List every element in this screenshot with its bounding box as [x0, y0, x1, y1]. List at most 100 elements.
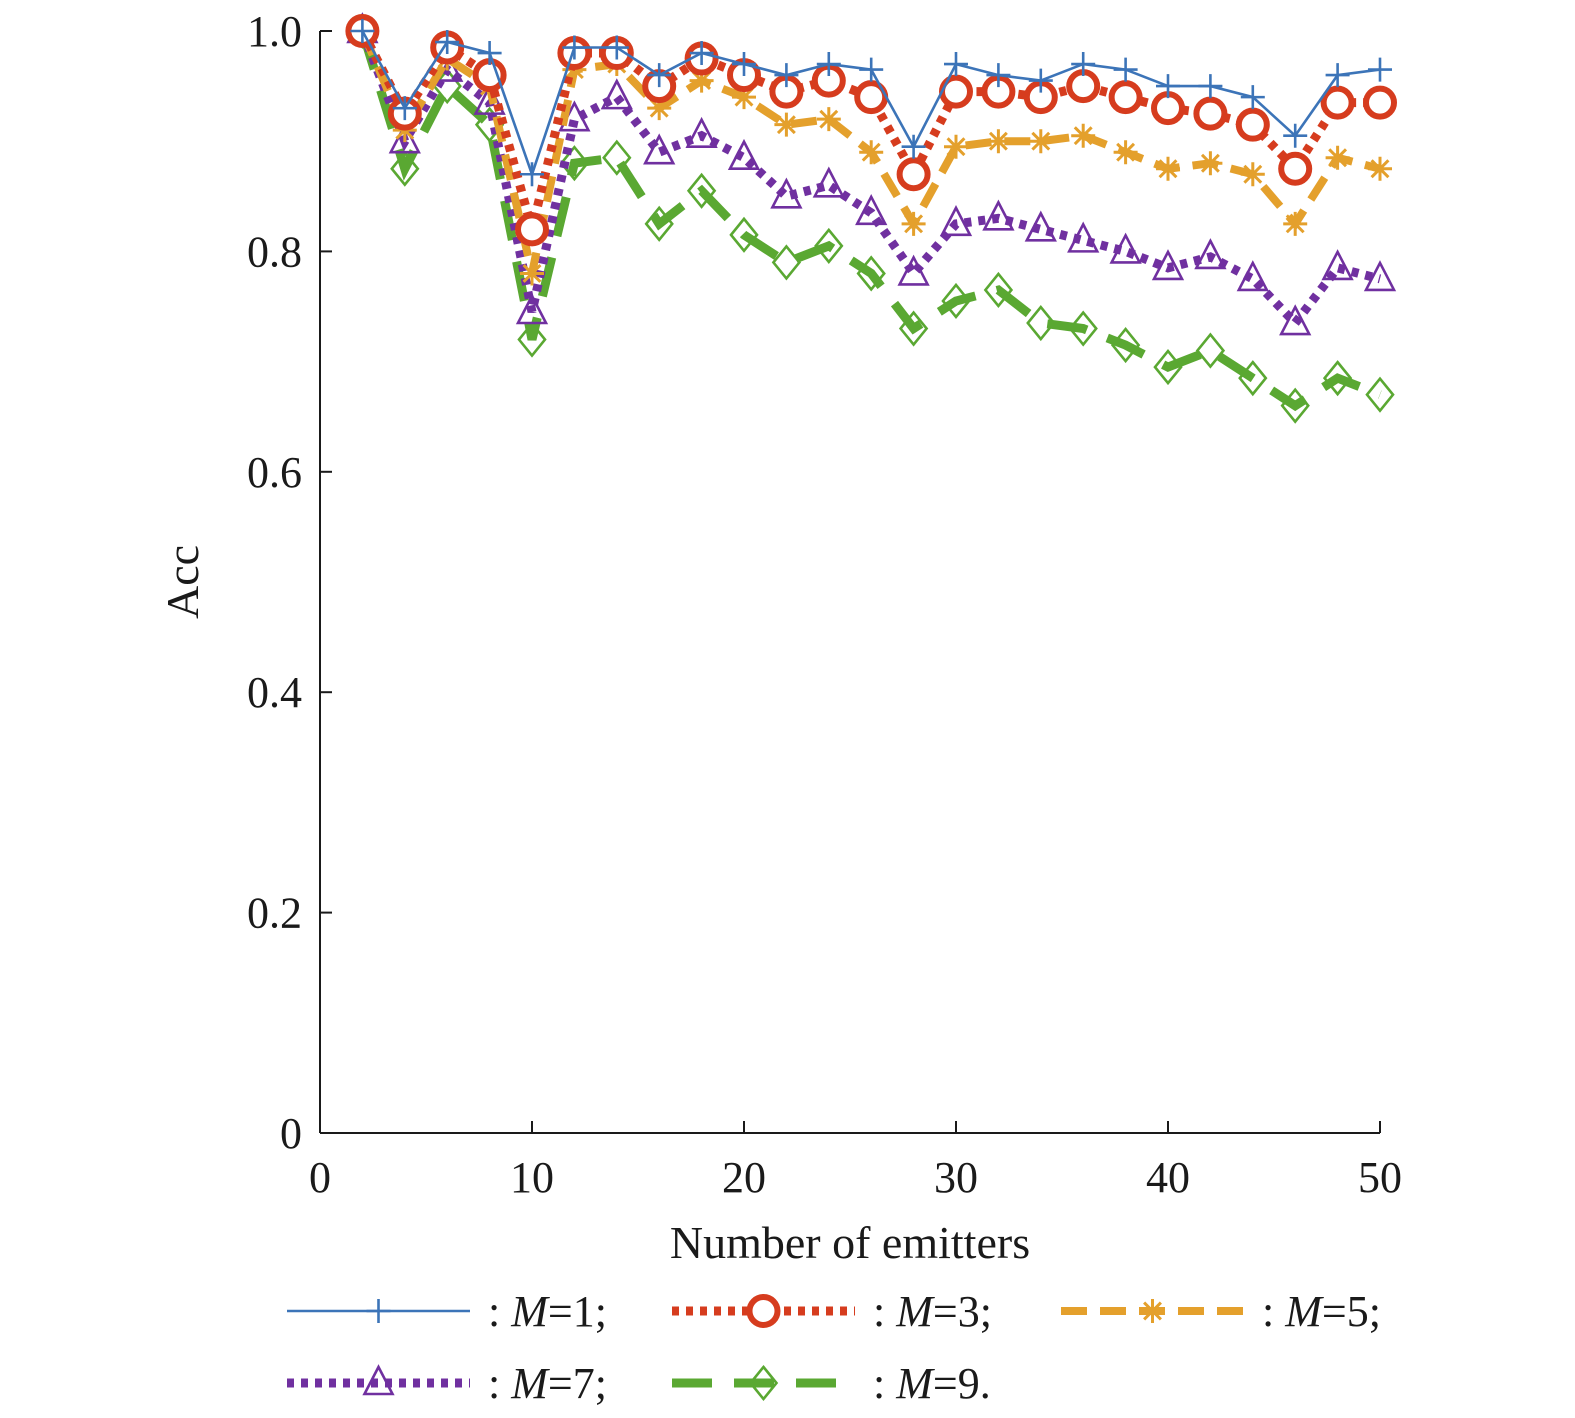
data-point	[859, 57, 884, 82]
x-tick-label: 10	[510, 1153, 554, 1202]
data-point	[602, 139, 632, 176]
data-point	[435, 30, 460, 55]
legend-marker	[362, 1364, 395, 1396]
legend-label: : M=5;	[1262, 1287, 1381, 1336]
data-point	[812, 166, 845, 198]
data-point	[643, 133, 676, 165]
data-point	[1320, 85, 1355, 120]
data-point	[644, 205, 674, 242]
data-point	[1198, 151, 1223, 176]
data-point	[771, 244, 802, 281]
legend-item-m-1: : M=1;	[287, 1287, 607, 1336]
data-point	[1325, 145, 1350, 170]
data-point	[1363, 85, 1397, 120]
data-point	[1194, 238, 1227, 270]
data-point	[1071, 52, 1096, 77]
data-point	[986, 63, 1011, 88]
data-point	[1283, 211, 1308, 236]
data-point	[1151, 249, 1185, 281]
data-point	[1278, 151, 1313, 186]
legend-label: : M=9.	[873, 1359, 991, 1408]
data-point	[1108, 80, 1143, 115]
data-point	[856, 255, 886, 292]
data-point	[1236, 260, 1269, 292]
data-point	[1280, 387, 1310, 424]
y-tick-label: 1.0	[247, 7, 302, 56]
x-tick-label: 40	[1146, 1153, 1190, 1202]
data-point	[855, 194, 888, 226]
data-point	[392, 96, 417, 121]
data-point	[515, 293, 549, 325]
data-point	[604, 35, 629, 60]
legend-label: : M=3;	[873, 1287, 992, 1336]
data-point	[729, 216, 759, 253]
legend-label: : M=1;	[488, 1287, 607, 1336]
data-point	[1193, 96, 1228, 131]
data-point	[1153, 349, 1183, 386]
x-tick-label: 0	[309, 1153, 331, 1202]
y-tick-label: 0.2	[247, 889, 302, 938]
data-point	[941, 282, 971, 320]
data-point	[774, 63, 799, 88]
data-point	[1113, 57, 1138, 82]
legend-item-m-7: : M=7;	[287, 1359, 607, 1408]
series-line	[358, 29, 1382, 412]
x-tick-label: 50	[1358, 1153, 1402, 1202]
data-point	[1240, 162, 1265, 187]
data-point	[1235, 107, 1270, 142]
legend-marker	[1140, 1299, 1165, 1323]
legend-item-m-3: : M=3;	[672, 1287, 992, 1336]
data-point	[1198, 74, 1223, 99]
data-point	[477, 41, 502, 66]
data-point	[898, 310, 929, 347]
data-point	[562, 35, 587, 60]
data-point	[520, 162, 544, 187]
data-point	[1368, 156, 1392, 181]
data-point	[1322, 360, 1353, 397]
y-tick-label: 0.8	[247, 227, 302, 276]
data-point	[732, 85, 756, 110]
data-point	[901, 211, 926, 236]
data-point	[770, 177, 803, 209]
data-point	[944, 52, 968, 77]
data-point	[732, 52, 756, 77]
data-point	[686, 172, 717, 209]
data-point	[600, 78, 633, 110]
y-axis-title: Acc	[157, 545, 208, 619]
data-point	[647, 63, 672, 88]
data-point	[982, 199, 1015, 231]
data-point	[897, 254, 930, 286]
data-point	[1028, 129, 1053, 154]
data-point	[896, 157, 931, 192]
series-m-1	[350, 19, 1392, 187]
data-point	[774, 112, 799, 137]
x-axis-title: Number of emitters	[670, 1217, 1030, 1268]
data-point	[515, 212, 549, 247]
data-point	[986, 129, 1011, 154]
x-tick-label: 20	[722, 1153, 766, 1202]
legend-marker	[746, 1294, 781, 1328]
data-point	[814, 227, 844, 264]
data-point	[1368, 57, 1392, 82]
legend-item-m-9: : M=9.	[672, 1359, 991, 1408]
data-point	[685, 116, 718, 148]
data-point	[816, 107, 841, 132]
data-point	[1283, 123, 1308, 148]
data-point	[939, 205, 973, 237]
axes: 0 10 20 30 40 50 0 0.2 0.4 0.6 0.8 1.0	[247, 7, 1402, 1202]
data-point	[1071, 123, 1096, 148]
legend-label: : M=7;	[488, 1359, 607, 1408]
data-point	[647, 96, 672, 121]
y-tick-label: 0	[280, 1109, 302, 1158]
y-tick-label: 0.4	[247, 668, 302, 717]
data-point	[689, 68, 714, 93]
data-point	[689, 41, 714, 66]
data-point	[1109, 232, 1142, 264]
legend: : M=1; : M=3; : M=5; : M=7; : M=9.	[287, 1287, 1381, 1408]
legend-marker	[366, 1299, 391, 1323]
y-tick-label: 0.6	[247, 448, 302, 497]
data-point	[1240, 85, 1265, 110]
data-point	[1068, 310, 1098, 347]
data-point	[1113, 140, 1138, 165]
